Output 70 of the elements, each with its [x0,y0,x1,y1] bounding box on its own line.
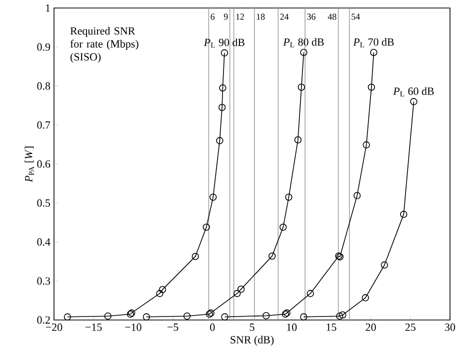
point [410,98,418,106]
point [202,224,210,231]
y-tick-label: 0.2 [37,316,50,324]
x-tick-label: 25 [405,324,416,331]
point [237,286,245,293]
y-tick-label: 0.6 [37,160,50,168]
point [285,194,292,201]
point [183,312,191,320]
annotation: 9 [224,14,228,20]
annotation: P$_{L}$ 80 dB [283,38,324,48]
point [280,224,287,231]
annotation: Required SNR for rate (Mbps) (SISO) [70,26,138,63]
annotation: 24 [280,14,289,20]
x-tick-label: 5 [250,324,254,331]
point [300,313,308,320]
annotation: 12 [236,14,244,20]
x-tick-label: −10 [125,324,142,331]
point [354,192,361,200]
point [64,313,72,320]
x-tick-label: −5 [168,324,178,331]
point [210,194,217,201]
point [192,252,199,260]
annotation: P$_{L}$ 60 dB [393,87,434,96]
annotation: 6 [210,14,215,20]
y-tick-label: 0.9 [37,43,50,51]
y-tick-label: 0.4 [37,238,50,246]
point [156,290,164,298]
point [336,312,344,320]
x-axis-title: SNR (dB) [230,336,274,346]
point [339,311,346,319]
point [306,290,314,298]
x-tick-label: 10 [287,324,297,331]
x-tick-label: 0 [210,324,215,331]
point [300,48,308,56]
point [370,48,378,56]
y-tick-label: 0.3 [37,277,50,285]
point [368,84,376,91]
x-tick-label: 30 [445,324,456,331]
point [294,136,302,144]
point [400,210,408,218]
x-tick-label: 15 [326,324,336,331]
annotation: 36 [307,14,316,20]
y-tick-label: 1 [46,4,50,12]
point [142,313,150,320]
annotation: P$_{L}$ 70 dB [353,38,394,48]
point [298,84,306,91]
point [268,252,276,260]
y-tick-label: 0.8 [37,82,50,90]
point [104,312,112,320]
annotation: 54 [352,14,360,20]
x-tick-label: −15 [86,324,102,331]
point [234,290,241,298]
point [362,294,370,302]
annotation: 18 [256,14,265,20]
point [158,286,166,294]
point [219,84,226,92]
x-tick-label: 20 [366,324,376,331]
point [221,313,228,320]
point [362,141,370,148]
point [218,104,226,112]
point [216,137,224,144]
y-tick-label: 0.5 [37,199,50,207]
point [220,49,228,56]
y-axis-title: P$_{PA}$ [W] [24,146,34,182]
x-tick-label: −20 [46,324,62,331]
annotation: P$_{L}$ 90 dB [204,38,244,48]
annotation: 48 [328,14,336,20]
point [262,312,270,320]
y-tick-label: 0.7 [37,121,50,129]
point [380,261,388,269]
